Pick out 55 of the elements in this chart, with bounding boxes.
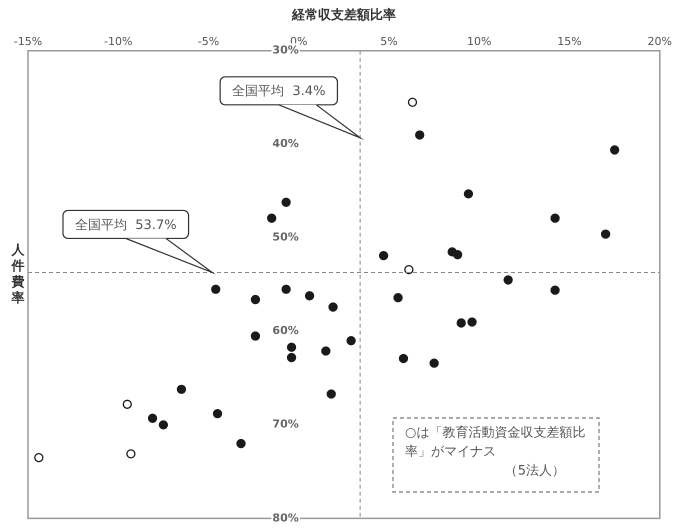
point <box>236 438 246 448</box>
point <box>321 346 330 356</box>
point <box>429 358 439 368</box>
x-tick-label: -15% <box>14 35 42 48</box>
point <box>328 302 338 312</box>
point <box>452 250 462 260</box>
ref-line-label: 全国平均 3.4% <box>232 84 326 100</box>
annotation: ○は「教育活動資金収支差額比率」がマイナス <box>405 424 586 460</box>
point <box>176 384 186 394</box>
point <box>126 449 136 459</box>
point <box>304 291 314 300</box>
x-tick-label: -5% <box>198 35 220 48</box>
x-tick-label: -10% <box>104 35 132 48</box>
point <box>404 264 414 274</box>
ref-line-label: 全国平均 53.7% <box>75 218 177 233</box>
y-tick-label: 60% <box>272 324 299 338</box>
point <box>600 229 610 239</box>
point <box>148 414 158 423</box>
point <box>212 409 222 418</box>
x-tick-label: 5% <box>380 35 398 48</box>
point <box>456 318 466 328</box>
x-axis-title: 経常収支差額比率 <box>290 7 396 24</box>
point <box>550 286 560 295</box>
point <box>415 130 424 140</box>
point <box>326 389 336 399</box>
point <box>211 284 220 294</box>
point <box>281 284 291 294</box>
point <box>286 352 296 362</box>
point <box>281 198 291 207</box>
point <box>467 317 477 327</box>
point <box>122 400 132 409</box>
y-axis-title: 人件費率 <box>10 242 26 306</box>
point <box>550 214 560 223</box>
point <box>286 342 296 352</box>
point <box>346 336 356 346</box>
x-tick-label: 20% <box>648 35 672 48</box>
point <box>504 275 513 285</box>
point <box>408 98 418 107</box>
y-tick-label: 40% <box>272 137 299 150</box>
x-tick-label: 15% <box>557 35 582 48</box>
y-tick-label: 70% <box>272 418 299 431</box>
point <box>250 331 260 341</box>
point <box>610 145 620 155</box>
point <box>250 294 260 304</box>
point <box>158 420 168 430</box>
point <box>34 452 44 462</box>
y-tick-label: 50% <box>272 230 299 244</box>
point <box>378 250 388 260</box>
annotation: （5法人） <box>504 463 565 478</box>
point <box>464 189 474 199</box>
point <box>393 293 403 302</box>
point <box>267 214 276 223</box>
x-tick-label: 10% <box>467 35 492 48</box>
point <box>398 354 408 364</box>
y-tick-label: 80% <box>272 511 299 524</box>
